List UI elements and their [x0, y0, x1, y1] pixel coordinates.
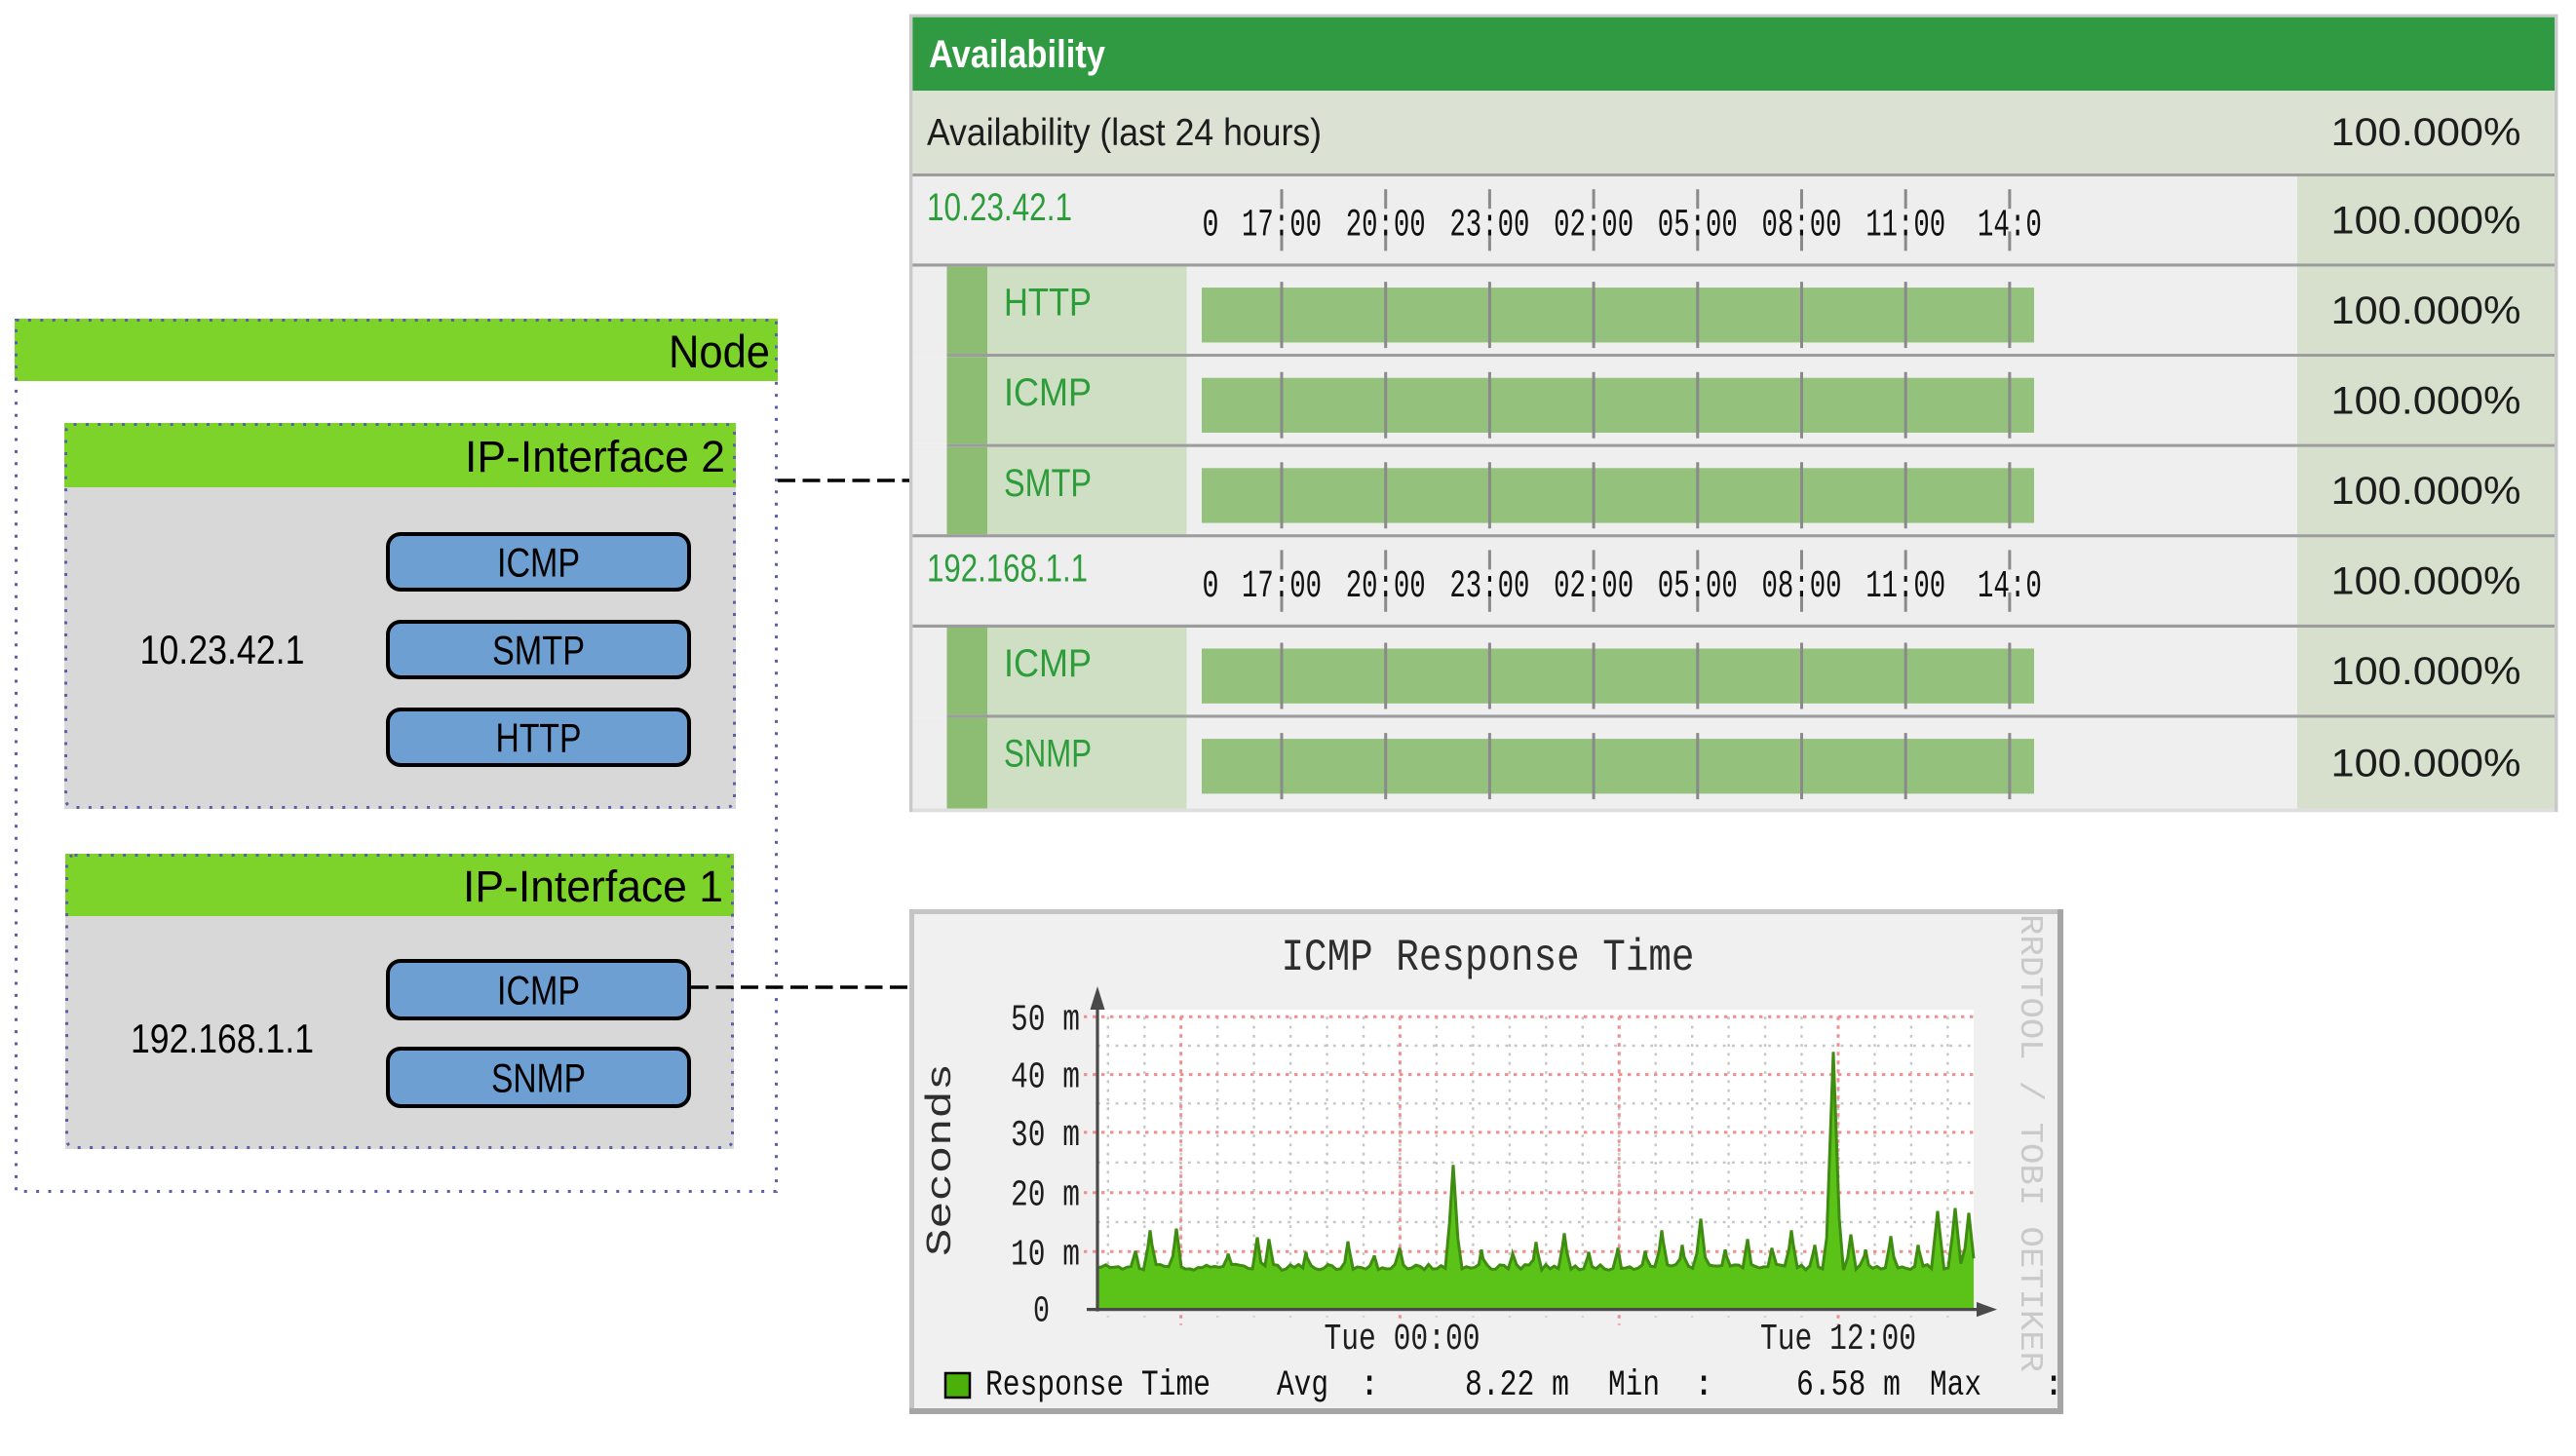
svg-text:08:00: 08:00 [1762, 205, 1842, 249]
svg-text:02:00: 02:00 [1554, 205, 1634, 249]
svg-text:20:00: 20:00 [1346, 565, 1426, 609]
svg-text:6.58 m: 6.58 m [1796, 1365, 1901, 1406]
svg-text:30 m: 30 m [1011, 1115, 1080, 1157]
svg-text:100.000%: 100.000% [2331, 560, 2521, 603]
svg-text:14:0: 14:0 [1978, 205, 2042, 249]
svg-text:ICMP Response Time: ICMP Response Time [1282, 933, 1695, 983]
svg-text:05:00: 05:00 [1658, 205, 1738, 249]
svg-text:20:00: 20:00 [1346, 205, 1426, 249]
svg-text:40 m: 40 m [1011, 1057, 1080, 1099]
svg-text:17:00: 17:00 [1242, 565, 1322, 609]
svg-text:23:00: 23:00 [1449, 205, 1529, 249]
svg-text:23:00: 23:00 [1449, 565, 1529, 609]
svg-text:14:0: 14:0 [1978, 565, 2042, 609]
svg-text:05:00: 05:00 [1658, 565, 1738, 609]
svg-text:HTTP: HTTP [496, 715, 582, 761]
svg-text:0: 0 [1033, 1291, 1050, 1333]
svg-text:100.000%: 100.000% [2331, 289, 2521, 332]
svg-text:SNMP: SNMP [1004, 733, 1092, 776]
svg-text:02:00: 02:00 [1554, 565, 1634, 609]
svg-text:IP-Interface 2: IP-Interface 2 [465, 432, 725, 481]
svg-text:Response Time: Response Time [985, 1365, 1211, 1406]
svg-text:10.23.42.1: 10.23.42.1 [140, 627, 305, 672]
svg-text:100.000%: 100.000% [2331, 111, 2521, 154]
svg-text:11:00: 11:00 [1865, 205, 1945, 249]
svg-text:SNMP: SNMP [491, 1055, 586, 1101]
svg-text::: : [1359, 1365, 1380, 1406]
svg-text:ICMP: ICMP [1004, 371, 1092, 414]
svg-text:Min: Min [1608, 1365, 1660, 1406]
svg-text:Availability (last 24 hours): Availability (last 24 hours) [927, 112, 1322, 154]
svg-text:Seconds: Seconds [921, 1063, 961, 1256]
svg-text:RRDTOOL / TOBI OETIKER: RRDTOOL / TOBI OETIKER [2012, 914, 2048, 1372]
svg-text:192.168.1.1: 192.168.1.1 [131, 1015, 314, 1061]
svg-text:ICMP: ICMP [1004, 642, 1092, 685]
svg-text:100.000%: 100.000% [2331, 470, 2521, 513]
svg-text:Tue 00:00: Tue 00:00 [1325, 1319, 1480, 1360]
svg-text:Availability: Availability [929, 33, 1106, 76]
svg-text:17:00: 17:00 [1242, 205, 1322, 249]
svg-text:Max: Max [1930, 1365, 1981, 1406]
svg-text:08:00: 08:00 [1762, 565, 1842, 609]
svg-text:11:00: 11:00 [1865, 565, 1945, 609]
svg-text:Avg: Avg [1277, 1365, 1328, 1406]
svg-text:SMTP: SMTP [1004, 462, 1092, 505]
svg-text:192.168.1.1: 192.168.1.1 [927, 547, 1088, 590]
svg-text::: : [1693, 1365, 1714, 1406]
svg-text:100.000%: 100.000% [2331, 650, 2521, 693]
svg-text:ICMP: ICMP [497, 968, 580, 1014]
svg-text:100.000%: 100.000% [2331, 379, 2521, 422]
svg-text:100.000%: 100.000% [2331, 199, 2521, 242]
svg-text:ICMP: ICMP [497, 540, 580, 586]
svg-text:0: 0 [1203, 565, 1219, 609]
svg-text:Node: Node [669, 326, 770, 377]
svg-text:8.22 m: 8.22 m [1465, 1365, 1569, 1406]
svg-text:Tue 12:00: Tue 12:00 [1760, 1319, 1916, 1360]
svg-text:50 m: 50 m [1011, 999, 1080, 1041]
svg-text:10 m: 10 m [1011, 1234, 1080, 1276]
svg-text:SMTP: SMTP [492, 628, 585, 673]
svg-text:IP-Interface 1: IP-Interface 1 [463, 862, 723, 911]
svg-text:100.000%: 100.000% [2331, 743, 2521, 785]
svg-text:HTTP: HTTP [1004, 282, 1092, 325]
svg-text::: : [2043, 1365, 2064, 1406]
svg-text:10.23.42.1: 10.23.42.1 [927, 186, 1072, 229]
svg-text:20 m: 20 m [1011, 1175, 1080, 1217]
svg-text:0: 0 [1203, 205, 1219, 249]
